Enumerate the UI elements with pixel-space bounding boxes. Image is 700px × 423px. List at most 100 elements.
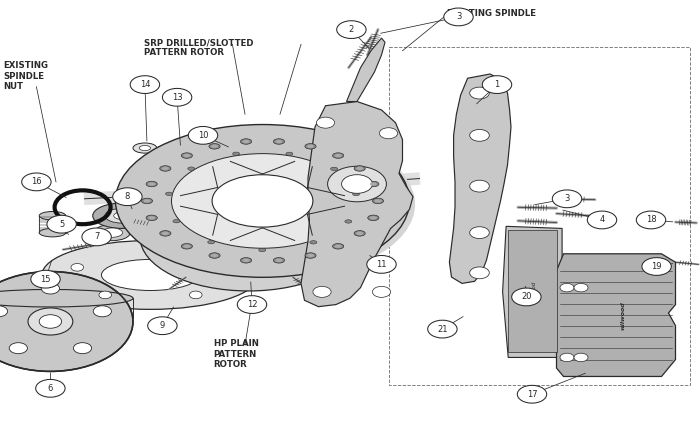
Ellipse shape bbox=[275, 258, 282, 262]
Ellipse shape bbox=[39, 228, 66, 237]
Ellipse shape bbox=[305, 143, 316, 149]
Circle shape bbox=[39, 315, 62, 328]
Ellipse shape bbox=[160, 231, 171, 236]
Circle shape bbox=[470, 87, 489, 99]
Ellipse shape bbox=[188, 167, 195, 170]
Circle shape bbox=[31, 270, 60, 288]
Text: wilwood: wilwood bbox=[531, 281, 536, 303]
Ellipse shape bbox=[208, 240, 215, 244]
Text: SRP DRILLED/SLOTTED
PATTERN ROTOR: SRP DRILLED/SLOTTED PATTERN ROTOR bbox=[144, 38, 253, 58]
Ellipse shape bbox=[144, 199, 150, 203]
Ellipse shape bbox=[335, 154, 342, 157]
Circle shape bbox=[36, 379, 65, 397]
Text: 20: 20 bbox=[521, 292, 532, 302]
Polygon shape bbox=[556, 254, 676, 376]
Text: 7: 7 bbox=[94, 232, 99, 242]
Circle shape bbox=[574, 353, 588, 362]
Text: 15: 15 bbox=[41, 275, 50, 284]
Ellipse shape bbox=[0, 289, 133, 307]
Ellipse shape bbox=[307, 254, 314, 257]
Ellipse shape bbox=[209, 143, 220, 149]
Text: wilwood: wilwood bbox=[620, 301, 626, 330]
Ellipse shape bbox=[232, 152, 239, 156]
Circle shape bbox=[470, 227, 489, 239]
Ellipse shape bbox=[335, 244, 342, 248]
Ellipse shape bbox=[172, 154, 354, 248]
Text: 9: 9 bbox=[160, 321, 165, 330]
Circle shape bbox=[552, 190, 582, 208]
Ellipse shape bbox=[121, 128, 415, 281]
Text: 19: 19 bbox=[651, 262, 661, 271]
Text: 1: 1 bbox=[494, 80, 500, 89]
Ellipse shape bbox=[286, 152, 293, 156]
Ellipse shape bbox=[94, 225, 130, 241]
Text: 17: 17 bbox=[526, 390, 538, 399]
Ellipse shape bbox=[146, 215, 158, 220]
Circle shape bbox=[237, 296, 267, 313]
Circle shape bbox=[587, 211, 617, 229]
Ellipse shape bbox=[212, 175, 313, 227]
Ellipse shape bbox=[310, 241, 317, 244]
Circle shape bbox=[512, 288, 541, 306]
Ellipse shape bbox=[162, 167, 169, 170]
Circle shape bbox=[218, 264, 230, 271]
Circle shape bbox=[47, 215, 76, 233]
Ellipse shape bbox=[356, 167, 363, 170]
Circle shape bbox=[22, 173, 51, 191]
Circle shape bbox=[337, 21, 366, 38]
Ellipse shape bbox=[42, 241, 259, 309]
Circle shape bbox=[28, 308, 73, 335]
Ellipse shape bbox=[92, 203, 153, 228]
Text: 11: 11 bbox=[377, 260, 386, 269]
Circle shape bbox=[560, 353, 574, 362]
Circle shape bbox=[642, 258, 671, 275]
Ellipse shape bbox=[148, 216, 155, 220]
Circle shape bbox=[342, 175, 372, 193]
Ellipse shape bbox=[211, 254, 218, 257]
Polygon shape bbox=[301, 102, 413, 307]
Ellipse shape bbox=[183, 244, 190, 248]
Text: 4: 4 bbox=[599, 215, 605, 225]
Circle shape bbox=[113, 188, 142, 206]
Circle shape bbox=[82, 228, 111, 246]
Circle shape bbox=[162, 88, 192, 106]
Ellipse shape bbox=[116, 124, 409, 277]
Text: EXISTING
SPINDLE
NUT: EXISTING SPINDLE NUT bbox=[4, 61, 48, 91]
Circle shape bbox=[41, 283, 60, 294]
Circle shape bbox=[470, 267, 489, 279]
Ellipse shape bbox=[105, 209, 140, 223]
Circle shape bbox=[316, 117, 335, 128]
Ellipse shape bbox=[243, 258, 250, 262]
Circle shape bbox=[71, 264, 83, 271]
Ellipse shape bbox=[241, 258, 252, 263]
Ellipse shape bbox=[370, 216, 377, 220]
Text: EXISTING SPINDLE: EXISTING SPINDLE bbox=[447, 9, 536, 18]
Text: 3: 3 bbox=[564, 194, 570, 203]
Text: 12: 12 bbox=[246, 300, 258, 309]
Text: 13: 13 bbox=[172, 93, 183, 102]
Circle shape bbox=[367, 255, 396, 273]
Circle shape bbox=[560, 283, 574, 292]
Polygon shape bbox=[449, 74, 511, 283]
Text: 10: 10 bbox=[197, 131, 209, 140]
Circle shape bbox=[574, 283, 588, 292]
Ellipse shape bbox=[209, 253, 220, 258]
Text: 3: 3 bbox=[456, 12, 461, 22]
Circle shape bbox=[9, 343, 27, 354]
Polygon shape bbox=[503, 226, 562, 357]
Text: 8: 8 bbox=[125, 192, 130, 201]
Ellipse shape bbox=[181, 244, 193, 249]
Circle shape bbox=[470, 129, 489, 141]
Ellipse shape bbox=[275, 140, 282, 143]
Ellipse shape bbox=[102, 259, 200, 291]
Ellipse shape bbox=[273, 258, 284, 263]
Ellipse shape bbox=[141, 198, 153, 204]
Ellipse shape bbox=[353, 192, 360, 196]
Text: HP PLAIN
PATTERN
ROTOR: HP PLAIN PATTERN ROTOR bbox=[214, 339, 258, 369]
Circle shape bbox=[188, 126, 218, 144]
Ellipse shape bbox=[374, 199, 382, 203]
Circle shape bbox=[99, 291, 111, 299]
Text: 18: 18 bbox=[645, 215, 657, 225]
Ellipse shape bbox=[164, 148, 193, 161]
Circle shape bbox=[517, 385, 547, 403]
